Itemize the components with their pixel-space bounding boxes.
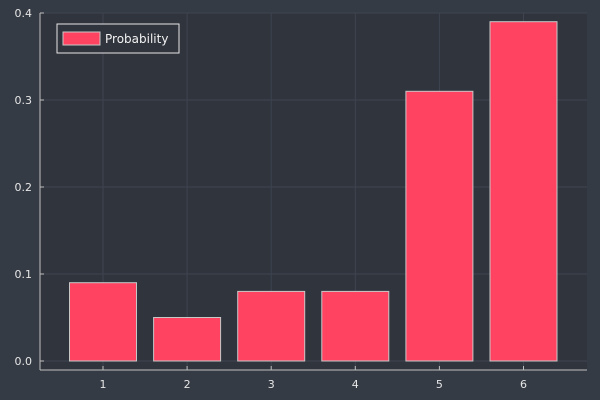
x-tick-label: 5 [436,378,443,391]
legend-swatch-probability [63,32,100,45]
x-tick-label: 2 [184,378,191,391]
bar-5 [406,91,473,361]
y-tick-label: 0.4 [15,7,33,20]
y-tick-label: 0.2 [15,181,33,194]
bar-3 [238,291,305,361]
y-tick-label: 0.0 [15,355,33,368]
legend-label-probability: Probability [105,32,168,46]
bar-2 [154,318,221,362]
y-tick-label: 0.1 [15,268,33,281]
bar-6 [490,22,557,361]
x-tick-label: 4 [352,378,359,391]
x-tick-label: 1 [100,378,107,391]
bar-4 [322,291,389,361]
x-tick-label: 6 [520,378,527,391]
x-tick-label: 3 [268,378,275,391]
y-tick-label: 0.3 [15,94,33,107]
legend: Probability [57,24,179,53]
bar-1 [70,283,137,361]
